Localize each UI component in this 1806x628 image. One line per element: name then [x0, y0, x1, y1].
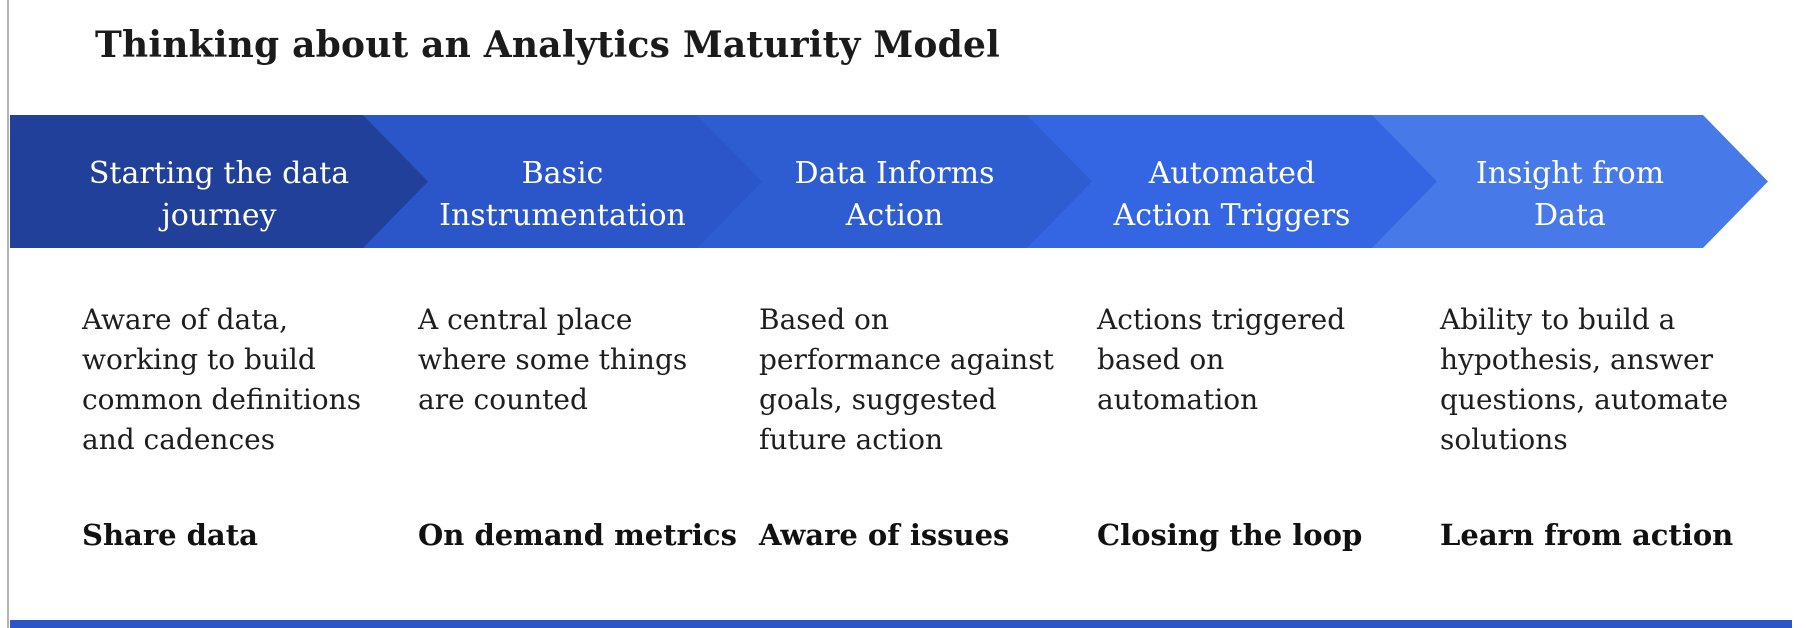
chevron-stage-4: Automated Action Triggers — [1027, 115, 1437, 248]
stage-5-column: Ability to build a hypothesis, answer qu… — [1440, 300, 1762, 580]
stage-2-summary: On demand metrics — [418, 518, 737, 552]
stage-5-description: Ability to build a hypothesis, answer qu… — [1440, 303, 1729, 456]
stage-4-column: Actions triggered based on automation Cl… — [1097, 300, 1419, 580]
stage-2-description: A central place where some things are co… — [418, 303, 688, 416]
stage-1-summary: Share data — [82, 518, 258, 552]
page-title: Thinking about an Analytics Maturity Mod… — [95, 24, 1000, 66]
chevron-stage-2-label: Basic Instrumentation — [439, 155, 686, 233]
slide-left-edge-line — [7, 0, 9, 628]
stage-3-column: Based on performance against goals, sugg… — [759, 300, 1081, 580]
chevron-stage-5: Insight from Data — [1372, 115, 1768, 248]
stage-detail-columns: Aware of data, working to build common d… — [0, 300, 1806, 590]
chevron-stage-1: Starting the data journey — [10, 115, 428, 248]
chevron-stage-1-label: Starting the data journey — [88, 155, 350, 233]
stage-1-description: Aware of data, working to build common d… — [82, 303, 362, 456]
chevron-stage-5-label: Insight from Data — [1475, 155, 1665, 233]
stage-5-summary: Learn from action — [1440, 518, 1734, 552]
stage-4-description: Actions triggered based on automation — [1097, 303, 1346, 416]
stage-3-description: Based on performance against goals, sugg… — [759, 303, 1054, 456]
stage-3-summary: Aware of issues — [759, 518, 1010, 552]
chevron-stage-3-label: Data Informs Action — [794, 155, 995, 233]
maturity-arrow-band: Starting the data journey Basic Instrume… — [0, 115, 1806, 248]
stage-2-column: A central place where some things are co… — [418, 300, 740, 580]
stage-1-column: Aware of data, working to build common d… — [82, 300, 404, 580]
chevron-stage-4-label: Automated Action Triggers — [1113, 155, 1351, 233]
stage-4-summary: Closing the loop — [1097, 518, 1363, 552]
chevron-stage-2: Basic Instrumentation — [363, 115, 762, 248]
chevron-stage-3: Data Informs Action — [697, 115, 1092, 248]
next-slide-top-strip — [10, 620, 1792, 628]
